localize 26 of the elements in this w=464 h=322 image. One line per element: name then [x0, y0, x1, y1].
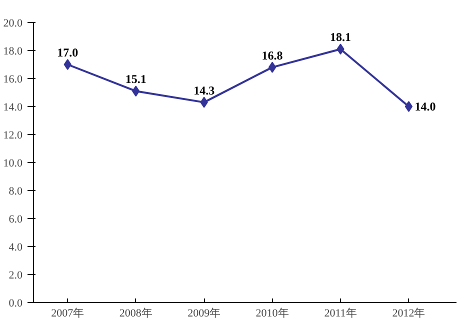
y-tick-label: 14.0 — [3, 102, 23, 114]
point — [268, 62, 276, 73]
y-tick-label: 0.0 — [8, 298, 23, 310]
x-tick-label: 2011年 — [324, 308, 357, 320]
y-tick-label: 4.0 — [8, 242, 23, 254]
point — [404, 101, 413, 112]
x-tick-label: 2010年 — [256, 308, 289, 320]
y-tick-label: 18.0 — [3, 46, 23, 58]
data-label: 14.3 — [194, 83, 215, 98]
x-tick-label: 2007年 — [51, 308, 84, 320]
y-tick-label: 2.0 — [8, 270, 23, 282]
y-tick-label: 12.0 — [3, 130, 23, 142]
data-label: 14.0 — [414, 100, 436, 114]
data-label: 15.1 — [125, 72, 146, 86]
data-label: 16.8 — [262, 48, 283, 62]
x-tick-label: 2009年 — [188, 308, 221, 320]
y-tick-label: 20.0 — [3, 18, 23, 30]
data-label: 18.1 — [330, 30, 352, 44]
x-tick-label: 2012年 — [392, 308, 426, 320]
y-tick-label: 6.0 — [8, 214, 23, 226]
x-tick-label: 2008年 — [119, 308, 152, 320]
y-tick-label: 10.0 — [3, 158, 23, 170]
data-label: 17.0 — [57, 46, 78, 60]
y-tick-label: 8.0 — [8, 186, 23, 198]
point — [64, 59, 72, 70]
y-tick-label: 16.0 — [3, 74, 23, 86]
